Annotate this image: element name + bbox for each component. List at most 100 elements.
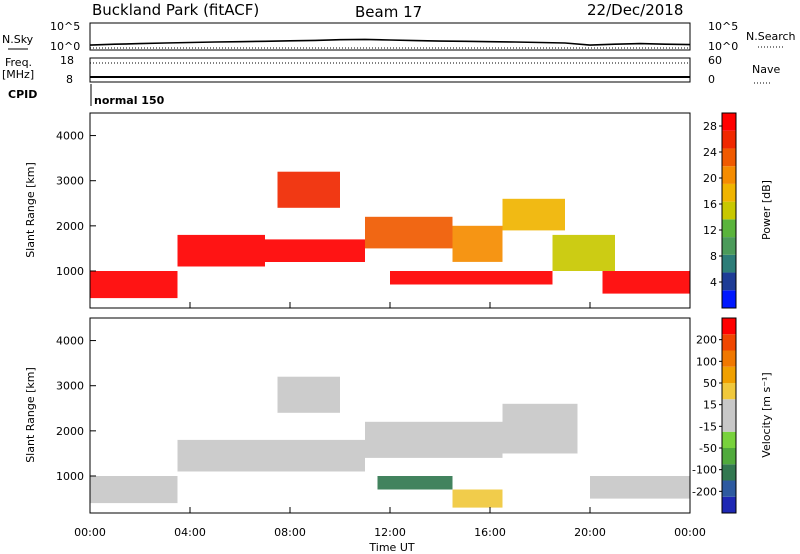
colorbar-segment xyxy=(722,290,736,308)
velocity-band-3 xyxy=(277,376,340,413)
freq-tick-bottom: 8 xyxy=(66,73,73,86)
colorbar-segment xyxy=(722,366,736,383)
freq-tick-top: 18 xyxy=(60,54,74,67)
power-band-8 xyxy=(602,271,690,294)
y-tick-label: 4000 xyxy=(56,130,84,143)
y-tick-label: 2000 xyxy=(56,425,84,438)
colorbar-segment xyxy=(722,318,736,335)
velocity-band-0 xyxy=(90,476,178,504)
power-band-5 xyxy=(390,271,553,285)
y-tick-label: 4000 xyxy=(56,335,84,348)
power-band-6 xyxy=(277,171,340,208)
nave-label: Nave xyxy=(752,63,780,76)
cpid-value: normal 150 xyxy=(94,94,165,107)
nave-tick-top: 60 xyxy=(708,54,722,67)
colorbar-segment xyxy=(722,431,736,448)
colorbar-segment xyxy=(722,399,736,416)
colorbar-tick-label: -100 xyxy=(692,464,717,477)
power-ylabel: Slant Range [km] xyxy=(24,162,37,258)
x-tick-label: 20:00 xyxy=(574,526,606,539)
freq-panel-frame xyxy=(89,57,691,83)
nsky-tick-bottom: 10^0 xyxy=(50,40,80,53)
station-title: Buckland Park (fitACF) xyxy=(92,1,259,19)
cpid-label: CPID xyxy=(8,88,37,101)
velocity-colorbar-label: Velocity [m s⁻¹] xyxy=(760,372,773,457)
colorbar-segment xyxy=(722,201,736,220)
nsky-panel-frame xyxy=(89,22,691,51)
colorbar-frame xyxy=(721,112,737,309)
colorbar-segment xyxy=(722,272,736,291)
colorbar-tick-label: 8 xyxy=(710,250,717,263)
colorbar-tick-label: 4 xyxy=(710,276,717,289)
y-tick-label: 1000 xyxy=(56,470,84,483)
colorbar-tick-label: 100 xyxy=(696,355,717,368)
velocity-heatmap xyxy=(90,376,690,508)
colorbar-segment xyxy=(722,183,736,202)
velocity-band-5 xyxy=(452,489,503,508)
x-tick-label: 12:00 xyxy=(374,526,406,539)
colorbar-segment xyxy=(722,130,736,149)
power-band-1 xyxy=(177,234,265,267)
power-band-0 xyxy=(90,271,178,299)
power-heatmap xyxy=(90,171,690,299)
nsky-tick-top: 10^5 xyxy=(50,20,80,33)
colorbar-segment xyxy=(722,350,736,367)
colorbar-tick-label: -200 xyxy=(692,485,717,498)
nave-tick-bottom: 0 xyxy=(708,73,715,86)
velocity-band-2 xyxy=(365,421,503,458)
colorbar-segment xyxy=(722,237,736,255)
nsky-line xyxy=(89,38,691,46)
colorbar-segment xyxy=(722,219,736,238)
colorbar-segment xyxy=(722,166,736,184)
colorbar-tick-label: -50 xyxy=(699,442,717,455)
x-tick-label: 04:00 xyxy=(174,526,206,539)
colorbar-tick-label: 16 xyxy=(703,198,717,211)
colorbar-tick-label: 12 xyxy=(703,224,717,237)
power-band-7 xyxy=(502,198,565,231)
colorbar-tick-label: 15 xyxy=(703,399,717,412)
colorbar-segment xyxy=(722,464,736,481)
colorbar-segment xyxy=(722,113,736,131)
colorbar-segment xyxy=(722,480,736,497)
colorbar-tick-label: 50 xyxy=(703,377,717,390)
date-title: 22/Dec/2018 xyxy=(587,1,683,19)
velocity-band-4 xyxy=(377,476,453,490)
power-band-4 xyxy=(452,225,503,262)
colorbar-segment xyxy=(722,254,736,273)
velocity-band-7 xyxy=(590,476,690,499)
colorbar-tick-label: 24 xyxy=(703,146,717,159)
power-band-3 xyxy=(365,216,453,249)
freq-unit: [MHz] xyxy=(2,68,34,81)
y-tick-label: 2000 xyxy=(56,220,84,233)
nsearch-tick-bottom: 10^0 xyxy=(708,40,738,53)
colorbar-segment xyxy=(722,415,736,432)
freq-label: Freq. xyxy=(5,56,32,69)
colorbar-tick-label: 20 xyxy=(703,172,717,185)
colorbar-segment xyxy=(722,148,736,167)
nsearch-tick-top: 10^5 xyxy=(708,20,738,33)
nsearch-label: N.Search xyxy=(746,30,796,43)
colorbar-tick-label: -15 xyxy=(699,420,717,433)
colorbar-tick-label: 28 xyxy=(703,120,717,133)
velocity-band-6 xyxy=(502,403,578,454)
y-tick-label: 3000 xyxy=(56,380,84,393)
beam-title: Beam 17 xyxy=(355,3,422,21)
power-colorbar-label: Power [dB] xyxy=(760,180,773,240)
x-tick-label: 00:00 xyxy=(674,526,706,539)
colorbar-frame xyxy=(721,317,737,514)
x-tick-label: 08:00 xyxy=(274,526,306,539)
power-band-2 xyxy=(265,239,365,262)
colorbar-tick-label: 200 xyxy=(696,334,717,347)
colorbar-segment xyxy=(722,334,736,351)
x-axis-label: Time UT xyxy=(368,541,414,554)
x-tick-label: 00:00 xyxy=(74,526,106,539)
y-tick-label: 1000 xyxy=(56,265,84,278)
power-band-9 xyxy=(552,234,615,271)
velocity-band-1 xyxy=(177,439,365,472)
nsky-label: N.Sky xyxy=(2,33,34,46)
y-tick-label: 3000 xyxy=(56,175,84,188)
velocity-ylabel: Slant Range [km] xyxy=(24,367,37,463)
colorbar-segment xyxy=(722,496,736,513)
colorbar-segment xyxy=(722,383,736,400)
